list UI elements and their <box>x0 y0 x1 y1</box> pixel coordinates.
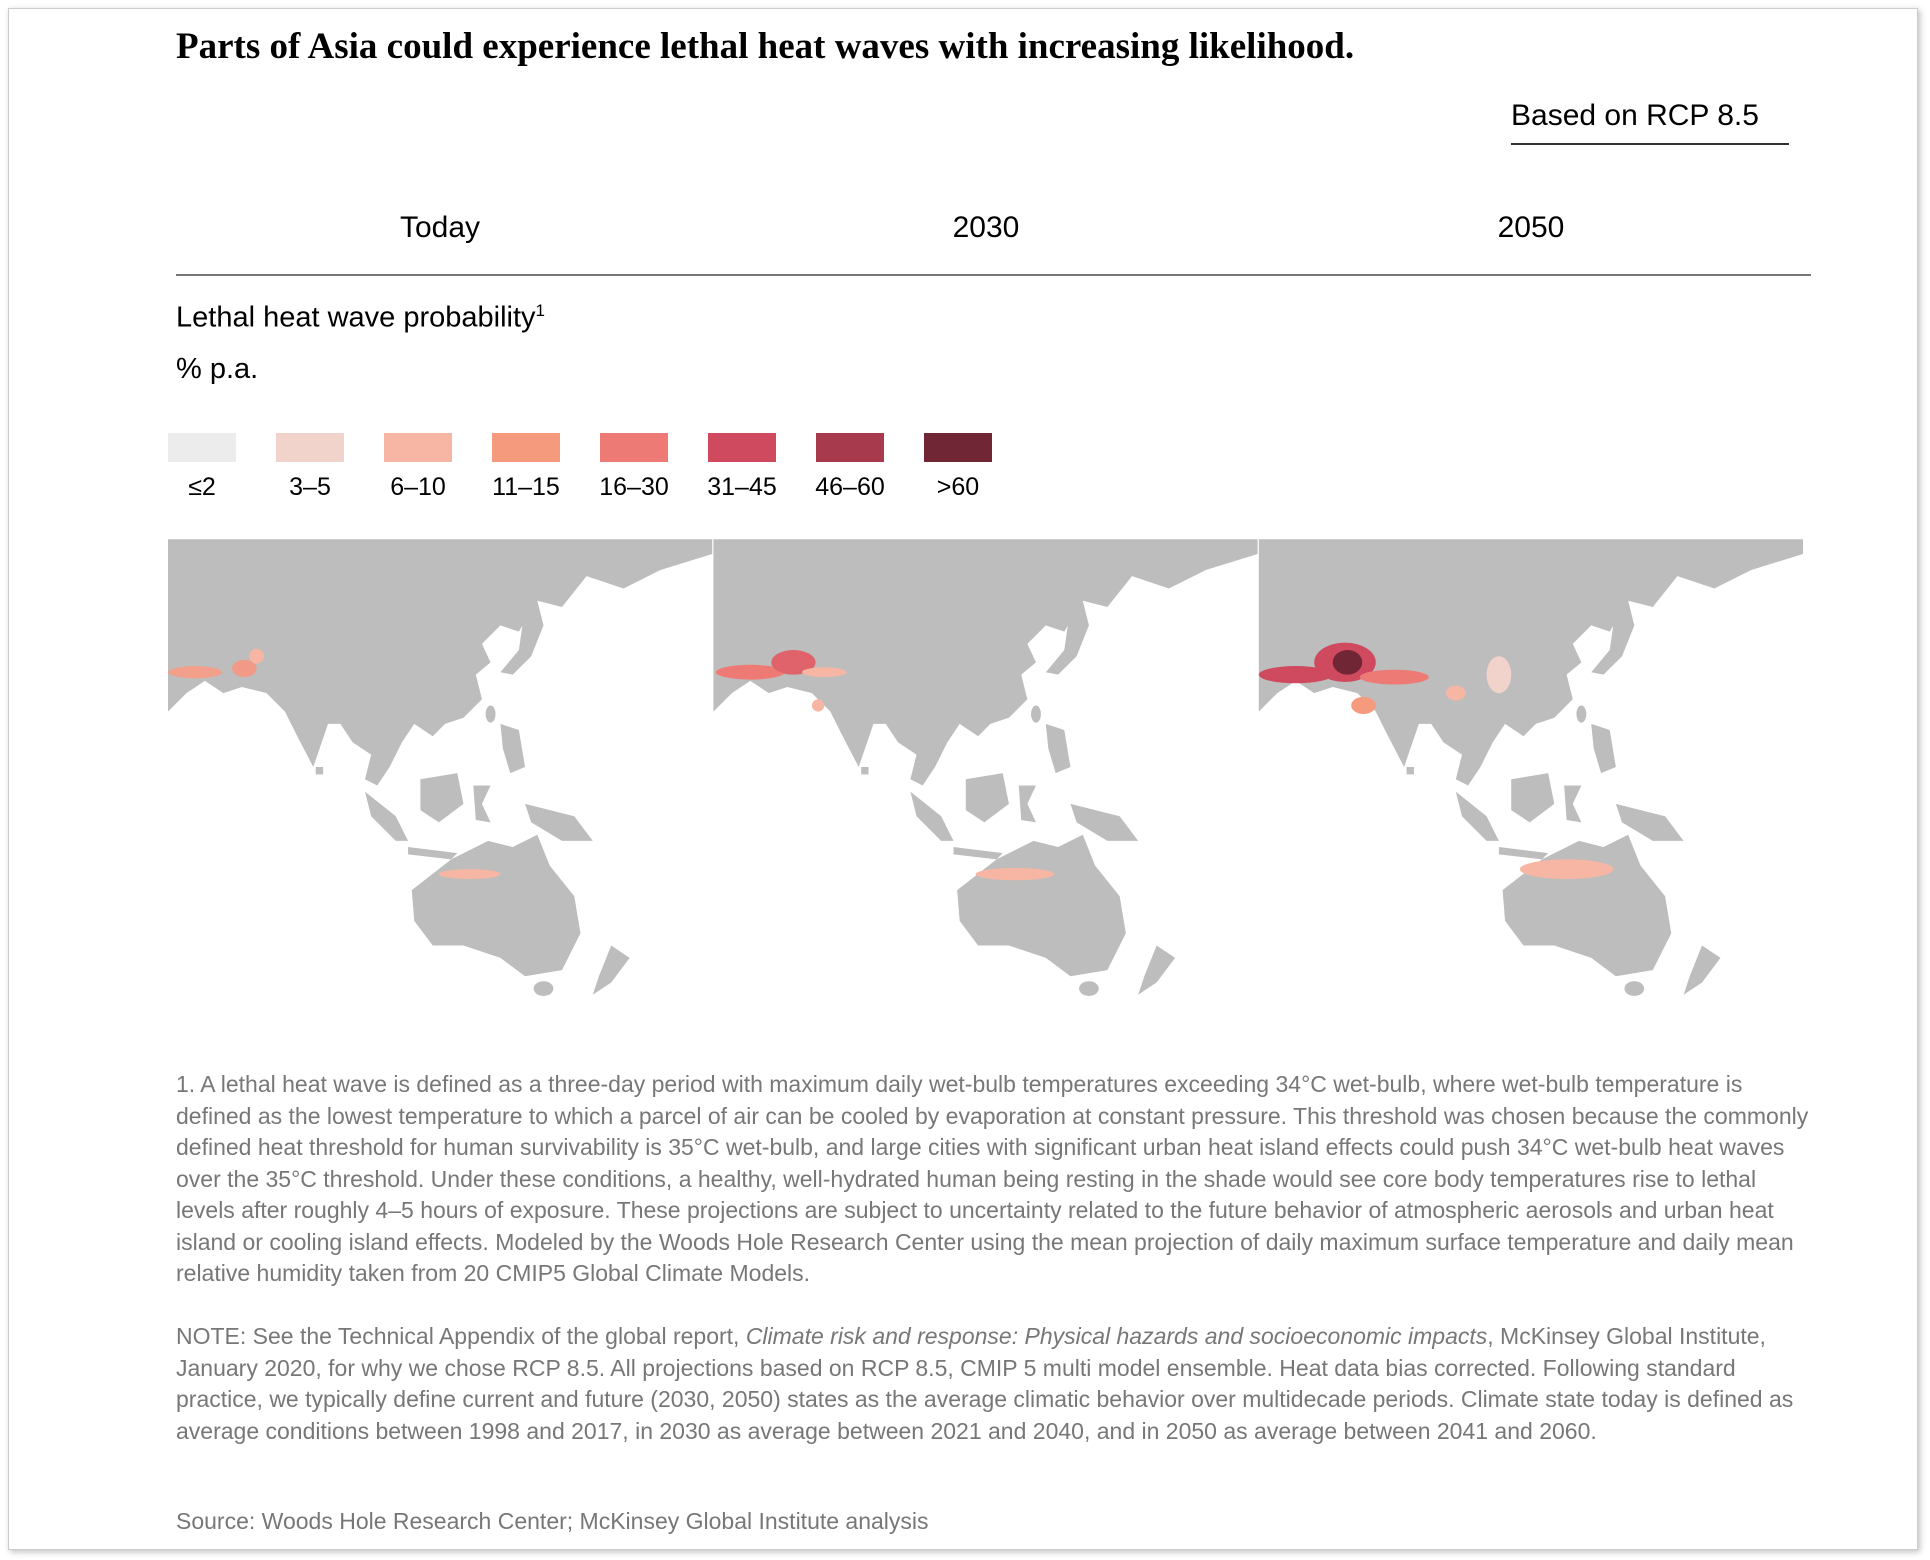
legend-label: 6–10 <box>390 473 446 501</box>
map-2050 <box>1258 539 1803 996</box>
legend-swatch <box>708 433 776 462</box>
source: Source: Woods Hole Research Center; McKi… <box>176 1508 929 1534</box>
scenario: Based on RCP 8.5 <box>1511 99 1789 145</box>
note-text: NOTE: See the Technical Appendix of the … <box>176 1323 746 1349</box>
legend-label: >60 <box>936 473 980 501</box>
legend-swatch <box>600 433 668 462</box>
legend-title-text: Lethal heat wave probability <box>176 301 536 334</box>
legend-label: 46–60 <box>815 473 885 501</box>
note: NOTE: See the Technical Appendix of the … <box>176 1321 1811 1447</box>
page: Parts of Asia could experience lethal he… <box>8 8 1918 1550</box>
title: Parts of Asia could experience lethal he… <box>176 26 1355 67</box>
legend-label: 3–5 <box>289 473 331 501</box>
footnote: 1. A lethal heat wave is defined as a th… <box>176 1071 1809 1286</box>
footnote-marker: 1 <box>535 301 545 320</box>
legend-swatch <box>492 433 560 462</box>
map-2030 <box>713 539 1258 996</box>
column-label: 2050 <box>1497 211 1565 244</box>
legend-swatch <box>168 433 236 462</box>
legend-swatch <box>816 433 884 462</box>
legend-unit: % p.a. <box>176 353 259 385</box>
note-text: , McKinsey Global Institute, January 202… <box>176 1323 1794 1444</box>
legend-label: 11–15 <box>492 473 560 501</box>
legend-label: ≤2 <box>188 473 216 501</box>
legend-label: 16–30 <box>599 473 669 501</box>
divider <box>176 274 1811 276</box>
legend-label: 31–45 <box>707 473 777 501</box>
column-label: 2030 <box>952 211 1020 244</box>
map-today <box>168 539 713 996</box>
legend-swatch <box>384 433 452 462</box>
legend-title: Lethal heat wave probability1 <box>176 301 545 335</box>
legend-swatch <box>276 433 344 462</box>
column-label: Today <box>399 211 481 244</box>
legend-swatch <box>924 433 992 462</box>
note-report-title: Climate risk and response: Physical haza… <box>745 1323 1488 1349</box>
maps <box>168 539 1803 996</box>
